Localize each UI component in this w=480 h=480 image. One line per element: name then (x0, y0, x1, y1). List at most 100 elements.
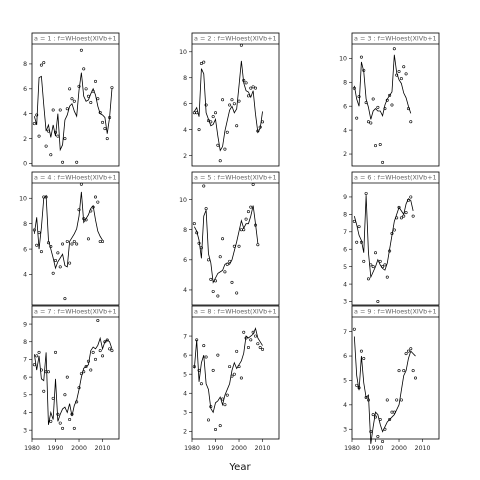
data-point (357, 386, 361, 390)
data-point (70, 412, 74, 416)
data-point (221, 98, 225, 102)
data-point (261, 347, 265, 351)
data-point (230, 374, 234, 378)
data-point (46, 370, 50, 374)
y-tick-label: 4 (343, 127, 347, 134)
data-point (261, 120, 265, 124)
data-point (395, 398, 399, 402)
data-point (366, 398, 370, 402)
data-point (251, 183, 255, 187)
data-point (246, 345, 250, 349)
y-tick-label: 10 (179, 197, 187, 204)
data-point (84, 218, 88, 222)
panel-strip-label: a = 4 : f=WHoest(XIVb+1 (34, 174, 117, 182)
y-tick-label: 3 (23, 427, 27, 434)
data-point (103, 127, 107, 131)
x-tick-label: 1990 (48, 445, 64, 452)
data-point (46, 241, 50, 245)
data-point (68, 418, 72, 422)
data-point (385, 398, 389, 402)
data-point (216, 353, 220, 357)
data-point (58, 421, 62, 425)
x-tick-label: 2010 (415, 445, 431, 452)
data-point (253, 334, 257, 338)
data-point (211, 368, 215, 372)
data-point (199, 382, 203, 386)
data-point (364, 396, 368, 400)
panel-strip (32, 172, 119, 183)
data-point (355, 383, 359, 387)
data-point (63, 297, 67, 301)
data-point (385, 275, 389, 279)
data-point (39, 63, 43, 67)
data-point (364, 191, 368, 195)
data-point (392, 410, 396, 414)
data-point (56, 251, 60, 255)
data-point (258, 125, 262, 129)
panel-6: a = 8 : f=WHoest(XIVb+1 2 3 4 5 6 7 1980 1990 200… (183, 305, 280, 452)
data-point (225, 262, 229, 266)
data-point (96, 97, 100, 101)
data-point (364, 101, 368, 105)
y-tick-label: 6 (183, 257, 187, 264)
y-tick-label: 7 (343, 229, 347, 236)
data-point (35, 354, 39, 358)
data-point (91, 350, 95, 354)
x-tick-label: 1990 (368, 445, 384, 452)
panel-frame (351, 32, 440, 167)
data-point (197, 241, 201, 245)
y-tick-label: 2 (183, 429, 187, 436)
data-point (355, 116, 359, 120)
y-tick-label: 10 (19, 195, 27, 202)
y-tick-label: 8 (23, 61, 27, 68)
data-point (218, 255, 222, 259)
data-point (409, 347, 413, 351)
y-tick-label: 5 (23, 392, 27, 399)
data-point (65, 375, 69, 379)
data-point (366, 120, 370, 124)
data-point (359, 55, 363, 59)
data-point (37, 134, 41, 138)
panel-strip-label: a = 5 : f=WHoest(XIVb+1 (194, 174, 277, 182)
data-point (399, 77, 403, 81)
panel-8: a = 6 : f=WHoest(XIVb+1 3 4 5 6 7 8 9 (343, 171, 440, 306)
y-tick-label: 4 (23, 272, 27, 279)
data-point (369, 430, 373, 434)
panel-strip-label: a = 1 : f=WHoest(XIVb+1 (34, 35, 117, 43)
data-point (49, 245, 53, 249)
data-point (96, 200, 100, 204)
panel-1: a = 1 : f=WHoest(XIVb+1 0 2 4 6 8 (23, 32, 120, 168)
data-point (96, 319, 100, 323)
x-tick-label: 2000 (71, 445, 87, 452)
data-point (411, 214, 415, 218)
data-point (409, 195, 413, 199)
data-point (79, 372, 83, 376)
data-point (352, 327, 356, 331)
data-point (35, 243, 39, 247)
x-tick-label: 1980 (184, 445, 200, 452)
data-point (374, 144, 378, 148)
data-point (399, 216, 403, 220)
panel-strip (192, 33, 279, 44)
data-point (209, 120, 213, 124)
panel-frame (351, 305, 440, 440)
data-point (402, 369, 406, 373)
y-tick-label: 8 (23, 339, 27, 346)
data-point (383, 427, 387, 431)
data-point (374, 251, 378, 255)
data-point (249, 338, 253, 342)
data-point (404, 211, 408, 215)
y-tick-label: 7 (23, 357, 27, 364)
panel-2: a = 4 : f=WHoest(XIVb+1 4 6 8 10 (19, 171, 120, 306)
series-line (33, 336, 113, 425)
y-tick-label: 2 (23, 136, 27, 143)
data-point (225, 130, 229, 134)
data-point (235, 349, 239, 353)
data-point (355, 240, 359, 244)
data-point (221, 397, 225, 401)
data-point (44, 144, 48, 148)
data-point (239, 228, 243, 232)
data-point (390, 232, 394, 236)
data-point (397, 70, 401, 74)
data-point (75, 160, 79, 164)
